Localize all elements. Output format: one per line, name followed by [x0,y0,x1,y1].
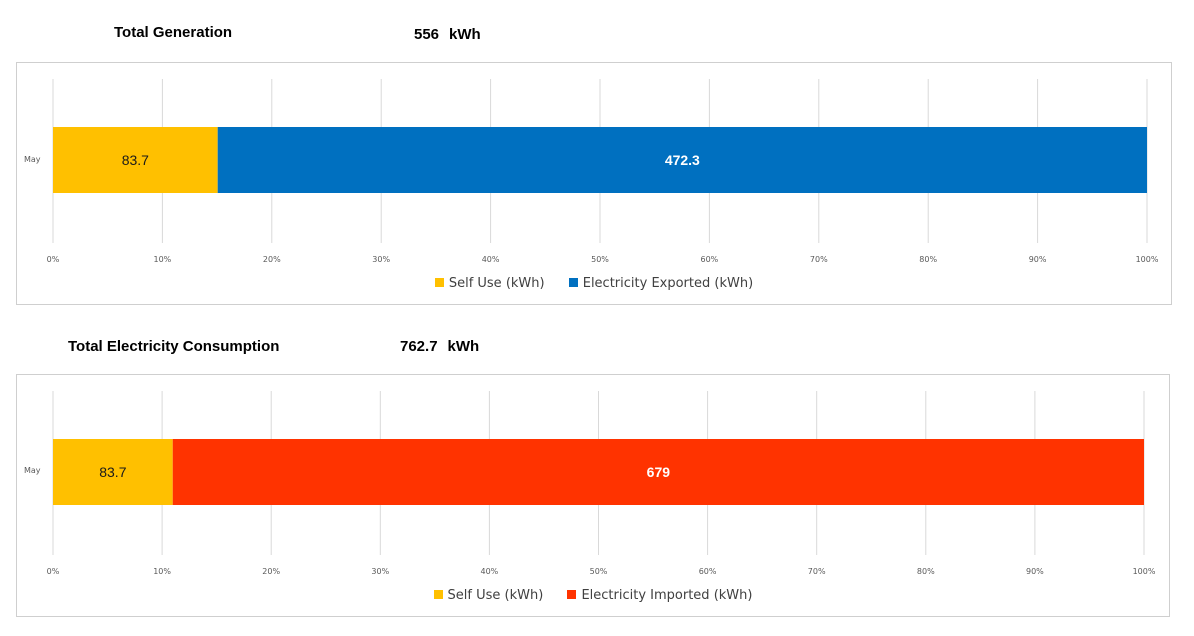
x-tick-label: 20% [263,255,281,264]
bar-electricity-imported [172,439,1144,505]
x-tick-label: 100% [1136,255,1159,264]
x-tick-label: 20% [262,567,280,576]
x-tick-label: 0% [47,567,60,576]
legend-item-self-use: Self Use (kWh) [433,588,544,603]
legend-item-electricity-imported: Electricity Imported (kWh) [567,588,752,603]
consumption-chart-legend: Self Use (kWh) Electricity Imported (kWh… [17,588,1169,603]
x-tick-label: 80% [919,255,937,264]
consumption-chart-plot: 0% 10% 20% 30% 40% 50% 60% 70% 80% 90% 100% May 83.7… [24,391,1156,576]
generation-total: 556 kWh [414,26,481,43]
generation-chart: 0% 10% 20% 30% 40% 50% 60% 70% 80% 90% 100% May 83.7… [16,62,1172,305]
x-tick-label: 90% [1026,567,1044,576]
consumption-total: 762.7 kWh [400,338,479,355]
legend-label-self-use: Self Use (kWh) [448,276,545,291]
generation-total-value: 556 [414,26,440,43]
x-tick-label: 30% [371,567,389,576]
x-tick-label: 100% [1133,567,1156,576]
x-tick-label: 10% [154,255,172,264]
legend-label-electricity-exported: Electricity Exported (kWh) [582,276,754,291]
legend-label-electricity-imported: Electricity Imported (kWh) [581,588,753,603]
x-tick-label: 80% [917,567,935,576]
bar-electricity-exported [217,127,1147,193]
legend-swatch-electricity-imported [567,590,577,599]
bar-self-use [53,439,173,505]
x-tick-label: 30% [372,255,390,264]
consumption-chart: 0% 10% 20% 30% 40% 50% 60% 70% 80% 90% 100% May 83.7… [16,374,1170,617]
x-tick-label: 40% [482,255,500,264]
legend-swatch-self-use [433,590,443,599]
generation-chart-legend: Self Use (kWh) Electricity Exported (kWh… [17,276,1171,291]
x-tick-label: 60% [699,567,717,576]
category-label: May [24,155,41,164]
legend-swatch-self-use [434,278,444,287]
data-label-self-use: 83.7 [122,152,149,168]
x-tick-label: 90% [1029,255,1047,264]
legend-item-electricity-exported: Electricity Exported (kWh) [568,276,754,291]
consumption-total-value: 762.7 [400,338,438,355]
generation-total-unit: kWh [449,26,481,43]
data-label-electricity-imported: 679 [647,464,671,480]
category-label: May [24,466,41,475]
x-tick-label: 50% [591,255,609,264]
x-tick-label: 70% [808,567,826,576]
legend-item-self-use: Self Use (kWh) [434,276,545,291]
bar-self-use [53,127,218,193]
x-tick-label: 70% [810,255,828,264]
x-tick-label: 50% [590,567,608,576]
generation-chart-plot: 0% 10% 20% 30% 40% 50% 60% 70% 80% 90% 100% May 83.7… [24,79,1159,264]
x-tick-label: 10% [153,567,171,576]
generation-title: Total Generation [114,24,233,41]
x-tick-label: 60% [701,255,719,264]
data-label-self-use: 83.7 [99,464,126,480]
data-label-electricity-exported: 472.3 [665,152,700,168]
x-tick-label: 0% [47,255,60,264]
x-tick-label: 40% [481,567,499,576]
consumption-title: Total Electricity Consumption [68,338,280,355]
consumption-total-unit: kWh [447,338,480,355]
legend-label-self-use: Self Use (kWh) [447,588,544,603]
legend-swatch-electricity-exported [568,278,578,287]
